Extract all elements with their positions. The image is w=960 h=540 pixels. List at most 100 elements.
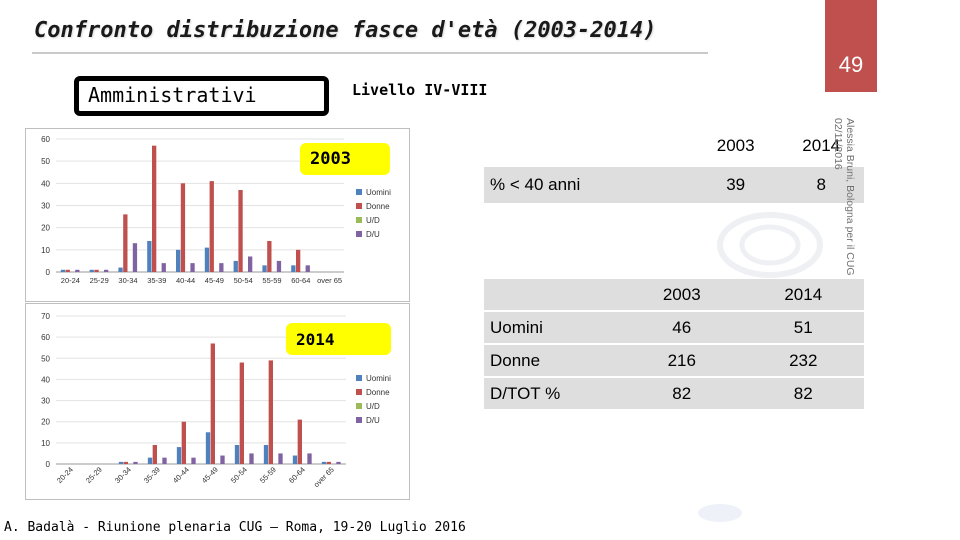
bar-uomini	[292, 455, 298, 464]
side-note: Alessia Bruni, Bologna per il CUG 02/11/…	[828, 118, 856, 283]
bar-d-u	[248, 256, 253, 272]
table-header-row: 2003 2014	[484, 125, 864, 167]
side-note-date: 02/11/2016	[832, 118, 844, 170]
title-underline	[32, 52, 708, 54]
legend-swatch	[356, 375, 362, 381]
cell-2014: 232	[742, 343, 864, 377]
bar-uomini	[233, 260, 238, 272]
x-tick-label: 45-49	[205, 276, 224, 285]
bar-uomini	[205, 432, 211, 464]
bar-uomini	[234, 444, 240, 464]
bar-donne	[239, 362, 244, 464]
bar-donne	[296, 249, 301, 272]
y-tick-label: 10	[41, 439, 50, 448]
row-label: Donne	[484, 343, 621, 377]
legend-label: U/D	[366, 216, 380, 225]
bar-donne	[94, 269, 99, 272]
bar-donne	[326, 461, 331, 464]
cell-2003: 216	[621, 343, 743, 377]
y-tick-label: 50	[41, 354, 50, 363]
table-header-cell	[484, 279, 621, 311]
x-tick-label: 35-39	[147, 276, 166, 285]
bar-uomini	[321, 461, 327, 464]
legend-label: Donne	[366, 388, 390, 397]
legend-label: D/U	[366, 416, 380, 425]
x-tick-label: 20-24	[55, 465, 75, 485]
x-tick-label: 55-59	[262, 276, 281, 285]
bar-donne	[123, 461, 128, 464]
legend-swatch	[356, 189, 362, 195]
legend-swatch	[356, 203, 362, 209]
bar-uomini	[263, 444, 269, 464]
y-tick-label: 20	[41, 418, 50, 427]
y-tick-label: 60	[41, 135, 50, 144]
y-tick-label: 60	[41, 333, 50, 342]
table-row: % < 40 anni 39 8	[484, 167, 864, 205]
bar-d-u	[278, 453, 283, 464]
x-tick-label: over 65	[317, 276, 342, 285]
bar-d-u	[132, 243, 138, 272]
bar-uomini	[147, 457, 153, 464]
row-label: Uomini	[484, 310, 621, 344]
legend-label: Donne	[366, 202, 390, 211]
cell-2003: 46	[621, 310, 743, 344]
bar-uomini	[118, 461, 124, 464]
slide-title: Confronto distribuzione fasce d'età (200…	[34, 18, 657, 43]
bar-d-u	[307, 453, 312, 464]
bar-d-u	[219, 263, 224, 272]
bar-donne	[123, 214, 128, 272]
cell-2014: 8	[778, 167, 864, 205]
y-tick-label: 40	[41, 375, 50, 384]
bar-d-u	[249, 453, 254, 464]
bar-donne	[209, 181, 214, 272]
bar-d-u	[191, 457, 196, 464]
table-header-cell: 2014	[742, 279, 864, 311]
table-header-cell	[484, 125, 693, 167]
x-tick-label: 50-54	[229, 465, 249, 485]
y-tick-label: 0	[46, 460, 51, 469]
bar-d-u	[276, 260, 282, 272]
section-label: Amministrativi	[88, 83, 257, 107]
y-tick-label: 10	[41, 246, 50, 255]
bar-d-u	[220, 455, 225, 464]
bar-donne	[180, 183, 186, 272]
table-row: Donne 216 232	[484, 343, 864, 377]
x-tick-label: 35-39	[142, 465, 162, 485]
bar-donne	[297, 419, 302, 464]
bar-d-u	[190, 263, 195, 272]
x-tick-label: 20-24	[61, 276, 80, 285]
x-tick-label: 55-59	[258, 465, 278, 485]
y-tick-label: 30	[41, 397, 50, 406]
decorative-shape	[698, 504, 742, 522]
y-tick-label: 50	[41, 157, 50, 166]
y-tick-label: 0	[46, 268, 51, 277]
bar-uomini	[176, 249, 181, 272]
bar-d-u	[305, 265, 310, 272]
bar-uomini	[204, 247, 210, 272]
bar-donne	[238, 189, 243, 272]
bar-d-u	[133, 461, 138, 464]
page-number: 49	[838, 52, 864, 77]
cell-2014: 51	[742, 310, 864, 344]
table-header-row: 2003 2014	[484, 279, 864, 311]
x-tick-label: 60-64	[291, 276, 310, 285]
y-tick-label: 70	[41, 312, 50, 321]
y-tick-label: 30	[41, 202, 50, 211]
legend-label: Uomini	[366, 188, 391, 197]
row-label: D/TOT %	[484, 376, 621, 409]
bar-uomini	[118, 267, 123, 272]
x-tick-label: 60-64	[287, 465, 307, 485]
table-row: D/TOT % 82 82	[484, 376, 864, 409]
bar-donne	[152, 444, 157, 464]
table-header-cell: 2003	[621, 279, 743, 311]
table-row: Uomini 46 51	[484, 310, 864, 344]
x-tick-label: 40-44	[171, 465, 191, 485]
x-tick-label: 40-44	[176, 276, 195, 285]
watermark-logo	[717, 212, 823, 278]
legend-swatch	[356, 417, 362, 423]
x-tick-label: 25-29	[90, 276, 109, 285]
side-note-author: Alessia Bruni, Bologna per il CUG	[844, 118, 856, 276]
x-tick-label: over 65	[312, 465, 336, 489]
bar-d-u	[162, 457, 167, 464]
bar-uomini	[291, 265, 296, 272]
